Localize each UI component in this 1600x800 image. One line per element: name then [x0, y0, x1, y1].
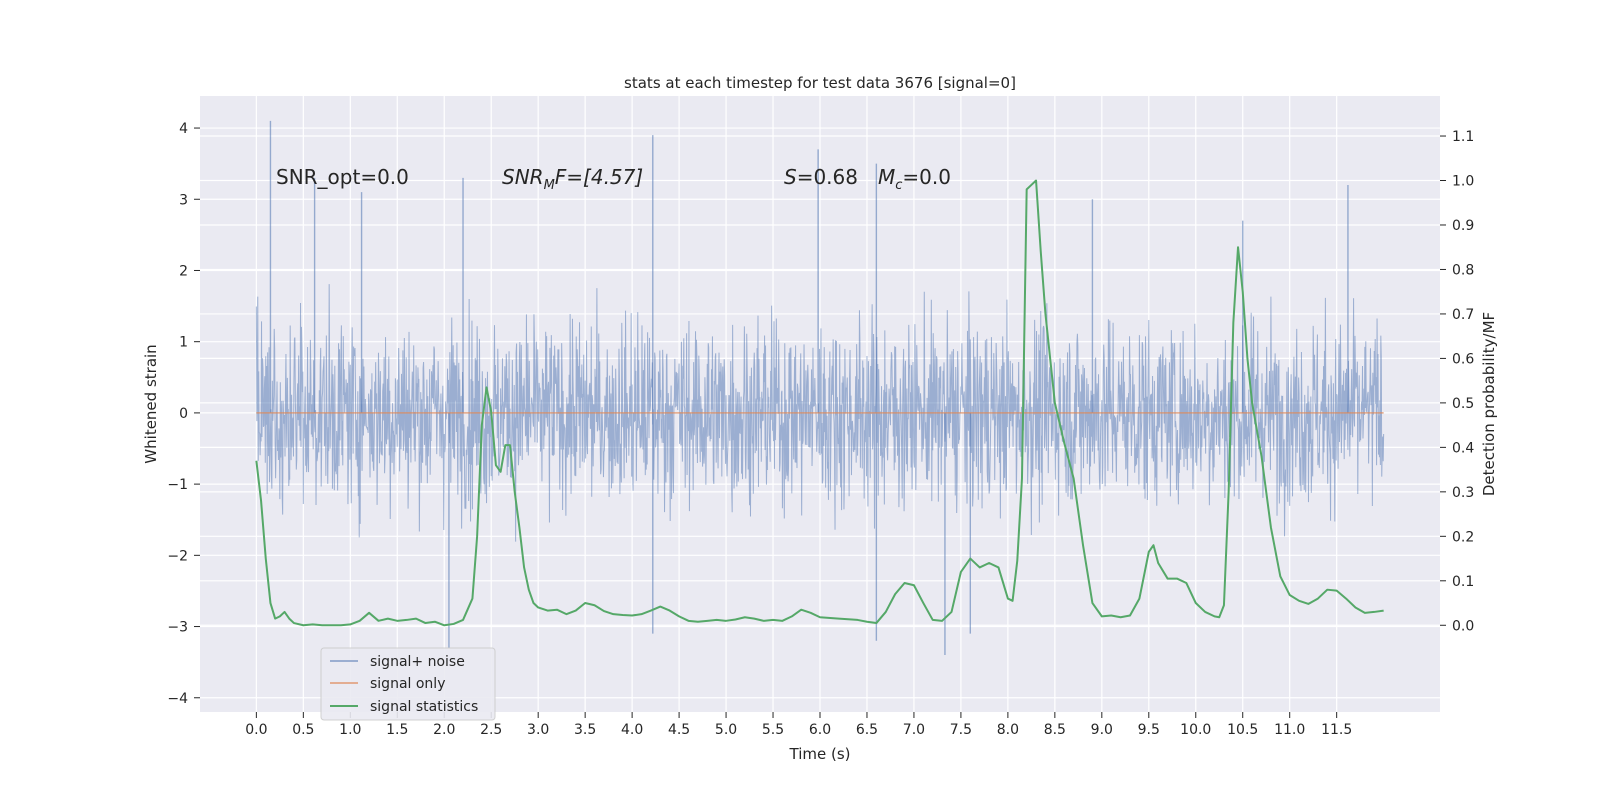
y-tick-label-2: −2	[167, 548, 188, 564]
x-tick-label-1: 0.5	[292, 722, 314, 738]
annotation-snr-mf-rest: F=[4.57]	[555, 165, 643, 189]
annotation-snr-opt: SNR_opt=0.0	[276, 165, 409, 189]
annotation-mc: Mc=0.0	[878, 165, 951, 193]
x-tick-label-14: 7.0	[903, 722, 925, 738]
x-tick-label-18: 9.0	[1091, 722, 1113, 738]
annotation-snr-mf-main: SNR	[502, 165, 544, 189]
y-tick-label-5: 1	[179, 335, 188, 351]
annotation-mc-sub: c	[895, 178, 902, 193]
legend: signal+ noise signal only signal statist…	[320, 647, 496, 721]
right-y-tick-label-8: 0.8	[1452, 262, 1474, 278]
y-tick-label-7: 3	[179, 192, 188, 208]
x-tick-label-22: 11.0	[1274, 722, 1305, 738]
y-tick-label-6: 2	[179, 263, 188, 279]
right-y-tick-label-10: 1.0	[1452, 174, 1474, 190]
y-tick-label-0: −4	[167, 691, 188, 707]
x-tick-label-13: 6.5	[856, 722, 878, 738]
x-tick-label-11: 5.5	[762, 722, 784, 738]
legend-label-signal-plus-noise: signal+ noise	[370, 654, 465, 670]
annotation-snr-mf: SNRMF=[4.57]	[502, 165, 643, 193]
chart-title: stats at each timestep for test data 367…	[624, 74, 1016, 92]
right-y-tick-label-0: 0.0	[1452, 618, 1474, 634]
x-tick-label-0: 0.0	[245, 722, 267, 738]
y-tick-label-1: −3	[167, 620, 188, 636]
x-tick-label-17: 8.5	[1044, 722, 1066, 738]
right-y-tick-label-9: 0.9	[1452, 218, 1474, 234]
x-tick-label-3: 1.5	[386, 722, 408, 738]
y-tick-label-4: 0	[179, 406, 188, 422]
x-tick-label-16: 8.0	[997, 722, 1019, 738]
annotation-mc-var: M	[878, 165, 895, 189]
right-y-tick-label-6: 0.6	[1452, 351, 1474, 367]
right-y-tick-label-11: 1.1	[1452, 129, 1474, 145]
x-tick-label-15: 7.5	[950, 722, 972, 738]
x-tick-label-9: 4.5	[668, 722, 690, 738]
annotation-s-var: S	[784, 165, 797, 189]
x-tick-label-10: 5.0	[715, 722, 737, 738]
signal-statistics-line	[255, 179, 1384, 627]
x-tick-label-4: 2.0	[433, 722, 455, 738]
legend-box	[320, 647, 496, 721]
right-y-tick-label-7: 0.7	[1452, 307, 1474, 323]
right-y-axis-ticks: 0.0 0.1 0.2 0.3 0.4 0.5 0.6 0.7 0.8 0.9 1.0 1.1	[1440, 129, 1474, 634]
x-tick-label-2: 1.0	[339, 722, 361, 738]
signal-statistics-series	[255, 179, 1384, 627]
y-tick-label-3: −1	[167, 477, 188, 493]
annotation-snr-mf-sub: M	[544, 178, 555, 193]
right-y-tick-label-3: 0.3	[1452, 485, 1474, 501]
right-y-tick-label-1: 0.1	[1452, 574, 1474, 590]
annotation-mc-value: =0.0	[902, 165, 951, 189]
right-y-tick-label-5: 0.5	[1452, 396, 1474, 412]
x-tick-label-12: 6.0	[809, 722, 831, 738]
x-tick-label-21: 10.5	[1227, 722, 1258, 738]
annotation-s-value: =0.68	[797, 165, 858, 189]
y-tick-label-8: 4	[179, 121, 188, 137]
x-tick-label-8: 4.0	[621, 722, 643, 738]
x-tick-label-20: 10.0	[1180, 722, 1211, 738]
x-tick-label-6: 3.0	[527, 722, 549, 738]
x-tick-label-19: 9.5	[1138, 722, 1160, 738]
legend-label-signal-only: signal only	[370, 676, 445, 692]
x-axis-ticks: 0.0 0.5 1.0 1.5 2.0 2.5 3.0 3.5 4.0 4.5 5.0 5.5 6.0 6…	[245, 712, 1352, 738]
y-axis-label: Whitened strain	[142, 344, 160, 463]
signal-plus-noise-series	[255, 120, 1385, 656]
right-y-tick-label-4: 0.4	[1452, 440, 1474, 456]
x-tick-label-7: 3.5	[574, 722, 596, 738]
y-axis-ticks: −4 −3 −2 −1 0 1 2 3 4	[167, 121, 200, 707]
annotation-s: S=0.68	[784, 165, 858, 189]
right-y-tick-label-2: 0.2	[1452, 529, 1474, 545]
x-tick-label-23: 11.5	[1321, 722, 1352, 738]
signal-plus-noise-line	[255, 284, 1385, 542]
legend-label-signal-statistics: signal statistics	[370, 699, 478, 715]
x-axis-label: Time (s)	[789, 745, 851, 763]
right-y-axis-label: Detection probability/MF	[1480, 312, 1498, 496]
x-tick-label-5: 2.5	[480, 722, 502, 738]
